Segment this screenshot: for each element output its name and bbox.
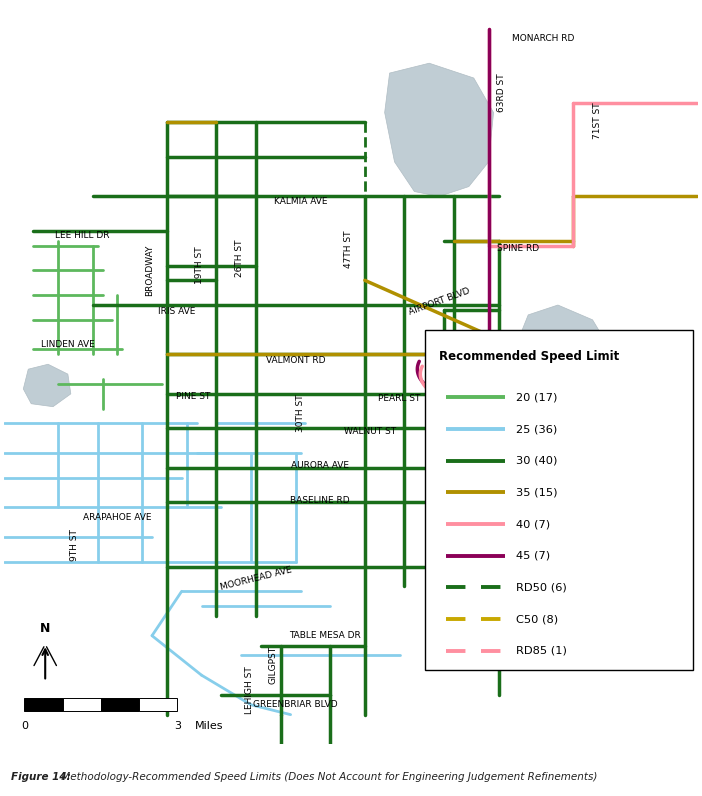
Text: AIRPORT BLVD: AIRPORT BLVD [407,287,471,318]
Text: 20 (17): 20 (17) [516,392,557,402]
Text: BROADWAY: BROADWAY [145,245,154,296]
Text: MOORHEAD AVE: MOORHEAD AVE [219,565,293,591]
Text: VALMONT RD: VALMONT RD [266,356,325,365]
Text: PEARL PKWY: PEARL PKWY [441,373,496,402]
Text: GILGPST: GILGPST [268,646,277,685]
Text: 19TH ST: 19TH ST [195,247,204,284]
Text: PINE ST: PINE ST [176,392,211,401]
Text: Figure 14:: Figure 14: [11,771,70,782]
Polygon shape [503,384,592,448]
Text: 9TH ST: 9TH ST [70,529,79,561]
Text: LEE HILL DR: LEE HILL DR [55,232,110,240]
Text: KALMIA AVE: KALMIA AVE [274,197,327,206]
Text: RD85 (1): RD85 (1) [516,646,567,656]
Text: PEARL ST: PEARL ST [378,394,420,404]
Text: SPINE RD: SPINE RD [497,244,539,253]
Text: GREENBRIAR BLVD: GREENBRIAR BLVD [253,700,338,709]
Text: 47TH ST: 47TH ST [343,230,352,267]
Text: LEHIGH ST: LEHIGH ST [244,666,253,714]
Text: TABLE MESA DR: TABLE MESA DR [289,631,361,640]
Bar [25,697,62,711]
Text: 45 (7): 45 (7) [516,551,550,560]
Text: 63RD ST: 63RD ST [548,365,557,404]
Text: BASELINE RD: BASELINE RD [291,496,350,505]
Text: MONARCH RD: MONARCH RD [512,34,574,43]
Text: 40 (7): 40 (7) [516,519,550,529]
Bar [101,697,139,711]
Text: C50 (8): C50 (8) [516,614,558,624]
Text: 0: 0 [21,721,28,732]
Polygon shape [518,305,607,389]
Text: IRIS AVE: IRIS AVE [158,307,195,317]
Text: AURORA AVE: AURORA AVE [291,462,350,470]
Text: Miles: Miles [194,721,223,732]
Text: 26TH ST: 26TH ST [234,240,244,277]
Text: UCB CAD/GIS Office, City
Garmin, SafeGraph, Geo: UCB CAD/GIS Office, City Garmin, SafeGra… [558,641,658,660]
Text: RD50 (6): RD50 (6) [516,583,567,592]
Text: 71ST ST: 71ST ST [593,102,602,139]
Text: 30 (40): 30 (40) [516,455,557,466]
Text: 30TH ST: 30TH ST [296,395,305,432]
FancyBboxPatch shape [425,330,693,670]
Text: Recommended Speed Limit: Recommended Speed Limit [439,349,619,363]
Text: 3: 3 [174,721,180,732]
Text: 63RD ST: 63RD ST [497,73,506,112]
Text: Methodology-Recommended Speed Limits (Does Not Account for Engineering Judgement: Methodology-Recommended Speed Limits (Do… [58,771,597,782]
Bar [62,697,101,711]
Text: ARAPAHOE AVE: ARAPAHOE AVE [83,513,152,521]
Text: 55TH ST: 55TH ST [507,388,516,426]
Text: SIOUX: SIOUX [518,505,526,533]
Polygon shape [23,365,71,407]
Text: N: N [40,622,51,635]
Text: DR: DR [529,542,538,556]
Bar [139,697,177,711]
Text: LINDEN AVE: LINDEN AVE [41,340,95,349]
Text: WALNUT ST: WALNUT ST [344,427,396,436]
Polygon shape [385,63,494,197]
Text: 25 (36): 25 (36) [516,424,557,434]
Text: 35 (15): 35 (15) [516,487,557,498]
